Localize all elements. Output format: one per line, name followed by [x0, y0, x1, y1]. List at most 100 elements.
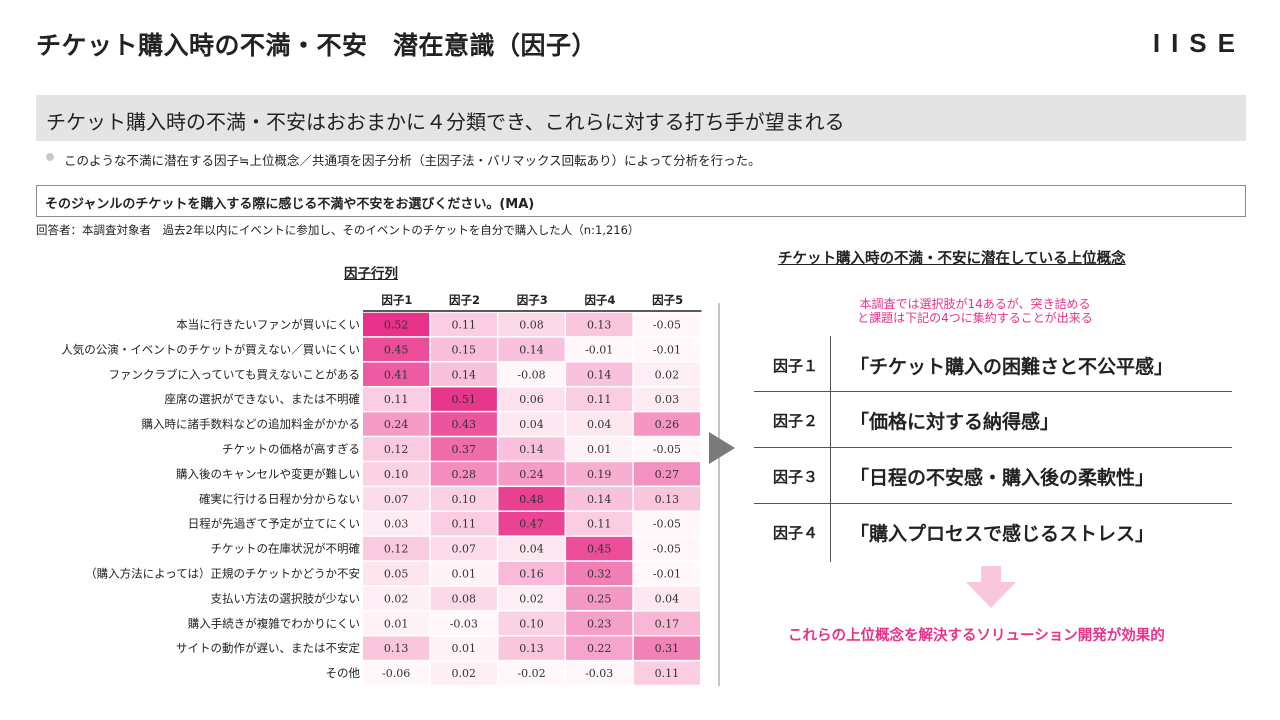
heatmap-cell — [566, 487, 633, 511]
heatmap-cell — [363, 462, 430, 486]
bullet-dot-icon — [46, 153, 54, 161]
heatmap-cell — [363, 312, 430, 337]
cell-value: 0.14 — [587, 493, 612, 506]
cell-value: 0.13 — [519, 642, 544, 655]
heatmap-cell — [363, 561, 430, 586]
page-title: チケット購入時の不満・不安 潜在意識（因子） — [36, 31, 598, 60]
cell-value: 0.12 — [384, 443, 409, 456]
cell-value: 0.08 — [452, 592, 477, 605]
heatmap-cell — [498, 511, 565, 536]
headline-text: チケット購入時の不満・不安はおおまかに４分類でき、これらに対する打ち手が望まれる — [46, 110, 845, 134]
heatmap-cell — [566, 387, 633, 411]
column-header: 因子2 — [449, 293, 480, 307]
question-box: そのジャンルのチケットを購入する際に感じる不満や不安をお選びください。(MA) — [36, 185, 1246, 217]
cell-value: 0.43 — [452, 418, 477, 431]
heatmap-cell — [430, 362, 497, 386]
cell-value: 0.04 — [587, 418, 612, 431]
heatmap-cell — [633, 437, 700, 461]
cell-value: -0.06 — [382, 667, 410, 680]
heatmap-cell — [363, 437, 430, 461]
cell-value: 0.10 — [384, 468, 409, 481]
heatmap-cell — [430, 586, 497, 611]
summary-note-line1: 本調査では選択肢が14あるが、突き詰める — [859, 297, 1091, 311]
heatmap-cell — [363, 387, 430, 411]
heatmap-cell — [566, 611, 633, 635]
heatmap-cell — [363, 636, 430, 660]
heatmap-cell — [633, 387, 700, 411]
cell-value: -0.05 — [653, 518, 681, 531]
heatmap-cell — [633, 586, 700, 611]
heatmap-cell — [633, 511, 700, 536]
heatmap-cell — [498, 636, 565, 660]
heatmap-cell — [566, 536, 633, 561]
cell-value: -0.05 — [653, 443, 681, 456]
row-label: チケットの在庫状況が不明確 — [211, 542, 361, 556]
heatmap-cell — [498, 561, 565, 586]
factor-table-divider — [830, 336, 831, 562]
cell-value: 0.03 — [384, 518, 409, 531]
conclusion-text: これらの上位概念を解決するソリューション開発が効果的 — [788, 628, 1165, 644]
heatmap-cell — [566, 437, 633, 461]
row-label: 支払い方法の選択肢が少ない — [211, 591, 361, 605]
row-label: チケットの価格が高すぎる — [222, 442, 360, 456]
cell-value: -0.08 — [517, 368, 545, 381]
cell-value: 0.26 — [655, 418, 680, 431]
summary-note: 本調査では選択肢が14あるが、突き詰める と課題は下記の4つに集約することが出来… — [790, 297, 1160, 325]
heatmap-cell — [566, 561, 633, 586]
factor-2-name: 「価格に対する納得感」 — [850, 411, 1060, 433]
cell-value: 0.11 — [384, 393, 409, 406]
cell-value: 0.01 — [384, 617, 409, 630]
cell-value: 0.06 — [519, 393, 544, 406]
cell-value: 0.45 — [384, 343, 409, 356]
heatmap-cell — [633, 661, 700, 685]
factor-row-separator — [754, 503, 1232, 504]
heatmap-cell — [363, 362, 430, 386]
row-label: 購入手続きが複雑でわかりにくい — [188, 616, 360, 630]
heatmap-cell — [363, 611, 430, 635]
heatmap-cell — [363, 661, 430, 685]
cell-value: 0.01 — [587, 443, 612, 456]
cell-value: 0.47 — [519, 518, 544, 531]
cell-value: 0.32 — [587, 567, 612, 580]
heatmap-cell — [633, 611, 700, 635]
row-label: 購入時に諸手数料などの追加料金がかかる — [142, 417, 361, 431]
heatmap-cell — [633, 561, 700, 586]
heatmap-cell — [498, 312, 565, 337]
cell-value: 0.12 — [384, 543, 409, 556]
cell-value: 0.41 — [384, 368, 409, 381]
heatmap-cell — [566, 412, 633, 436]
heatmap-cell — [430, 661, 497, 685]
cell-value: -0.01 — [653, 343, 681, 356]
respondent-note: 回答者：本調査対象者 過去2年以内にイベントに参加し、そのイベントのチケットを自… — [36, 223, 640, 237]
cell-value: 0.19 — [587, 468, 612, 481]
cell-value: 0.10 — [519, 617, 544, 630]
cell-value: 0.02 — [519, 592, 544, 605]
row-label: 座席の選択ができない、または不明確 — [165, 392, 361, 406]
heatmap-cell — [498, 661, 565, 685]
column-header: 因子4 — [584, 293, 615, 307]
cell-value: 0.52 — [384, 318, 409, 331]
factor-4-name: 「購入プロセスで感じるストレス」 — [850, 523, 1155, 545]
cell-value: 0.25 — [587, 592, 612, 605]
heatmap-cell — [633, 487, 700, 511]
heatmap-cell — [566, 636, 633, 660]
cell-value: 0.28 — [452, 468, 477, 481]
cell-value: 0.11 — [587, 393, 612, 406]
heatmap-cell — [566, 661, 633, 685]
cell-value: -0.02 — [517, 667, 545, 680]
heatmap-cell — [498, 362, 565, 386]
cell-value: 0.24 — [384, 418, 409, 431]
heatmap-cell — [498, 586, 565, 611]
cell-value: 0.51 — [452, 393, 477, 406]
headline-banner: チケット購入時の不満・不安はおおまかに４分類でき、これらに対する打ち手が望まれる — [36, 95, 1246, 141]
cell-value: 0.02 — [452, 667, 477, 680]
cell-value: -0.05 — [653, 543, 681, 556]
cell-value: 0.13 — [587, 318, 612, 331]
cell-value: 0.04 — [519, 418, 544, 431]
factor-1-label: 因子１ — [773, 357, 819, 375]
matrix-title: 因子行列 — [344, 266, 398, 282]
cell-value: 0.31 — [655, 642, 680, 655]
heatmap-cell — [633, 312, 700, 337]
cell-value: -0.05 — [653, 318, 681, 331]
